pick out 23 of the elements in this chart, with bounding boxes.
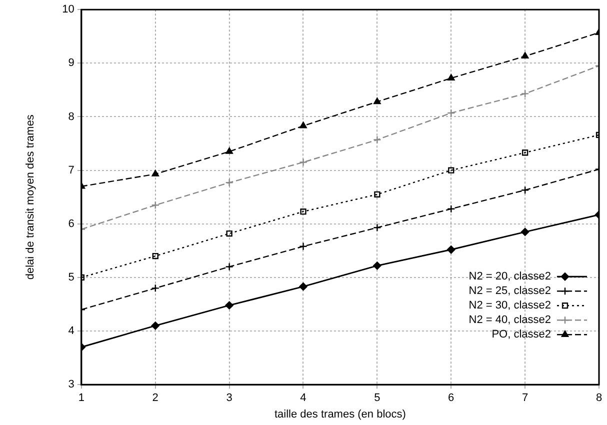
legend-label: N2 = 20, classe2 (468, 270, 551, 283)
y-axis-title: delai de transit moyen des trames (24, 114, 37, 280)
x-tick-label: 1 (78, 392, 84, 404)
x-tick-label: 7 (522, 392, 528, 404)
x-tick-label: 2 (152, 392, 158, 404)
x-tick-label: 3 (226, 392, 232, 404)
legend-label: N2 = 30, classe2 (468, 300, 551, 312)
y-tick-label: 6 (68, 218, 74, 230)
x-tick-label: 5 (374, 392, 380, 404)
y-tick-label: 5 (68, 271, 74, 284)
y-tick-label: 8 (68, 110, 74, 123)
x-tick-label: 6 (448, 392, 454, 404)
x-axis-title: taille des trames (en blocs) (274, 408, 406, 420)
y-tick-label: 7 (68, 164, 74, 176)
legend-label: PO, classe2 (492, 328, 551, 341)
y-tick-label: 10 (62, 4, 74, 16)
legend-label: N2 = 40, classe2 (468, 314, 551, 326)
y-tick-label: 4 (68, 325, 74, 338)
y-tick-label: 9 (68, 57, 74, 70)
x-tick-label: 4 (300, 392, 306, 404)
legend-label: N2 = 25, classe2 (468, 285, 551, 298)
y-tick-label: 3 (68, 378, 74, 391)
x-tick-label: 8 (596, 392, 602, 404)
